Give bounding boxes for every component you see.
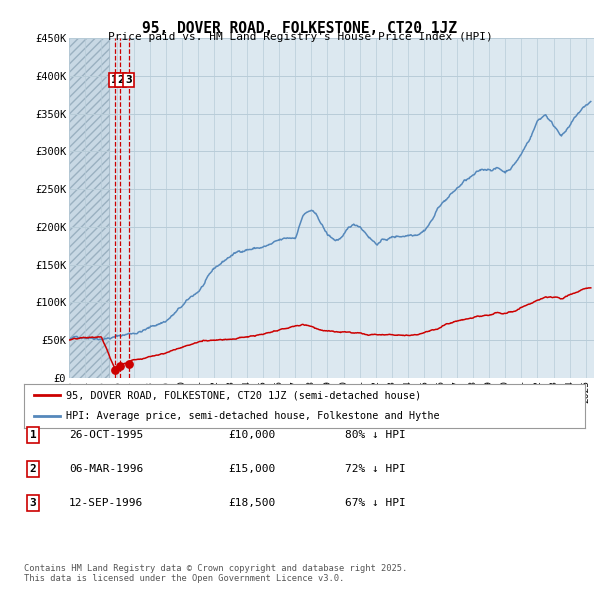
- Text: 3: 3: [125, 75, 133, 85]
- Text: 2: 2: [29, 464, 37, 474]
- Text: 1: 1: [111, 75, 118, 85]
- Text: 12-SEP-1996: 12-SEP-1996: [69, 499, 143, 508]
- Text: Price paid vs. HM Land Registry's House Price Index (HPI): Price paid vs. HM Land Registry's House …: [107, 32, 493, 42]
- Text: £15,000: £15,000: [228, 464, 275, 474]
- Text: 06-MAR-1996: 06-MAR-1996: [69, 464, 143, 474]
- Text: HPI: Average price, semi-detached house, Folkestone and Hythe: HPI: Average price, semi-detached house,…: [66, 411, 440, 421]
- Bar: [69, 38, 109, 378]
- Point: [124, 359, 134, 368]
- Text: 95, DOVER ROAD, FOLKESTONE, CT20 1JZ (semi-detached house): 95, DOVER ROAD, FOLKESTONE, CT20 1JZ (se…: [66, 391, 421, 401]
- Text: £10,000: £10,000: [228, 430, 275, 440]
- Text: Contains HM Land Registry data © Crown copyright and database right 2025.
This d: Contains HM Land Registry data © Crown c…: [24, 563, 407, 583]
- Point: [110, 365, 119, 375]
- Text: 80% ↓ HPI: 80% ↓ HPI: [345, 430, 406, 440]
- Text: 26-OCT-1995: 26-OCT-1995: [69, 430, 143, 440]
- Text: £18,500: £18,500: [228, 499, 275, 508]
- Text: 67% ↓ HPI: 67% ↓ HPI: [345, 499, 406, 508]
- Text: 95, DOVER ROAD, FOLKESTONE, CT20 1JZ: 95, DOVER ROAD, FOLKESTONE, CT20 1JZ: [143, 21, 458, 35]
- Bar: [69, 38, 109, 378]
- Text: 1: 1: [29, 430, 37, 440]
- Text: 3: 3: [29, 499, 37, 508]
- Point: [116, 362, 125, 371]
- Text: 72% ↓ HPI: 72% ↓ HPI: [345, 464, 406, 474]
- Text: 2: 2: [117, 75, 124, 85]
